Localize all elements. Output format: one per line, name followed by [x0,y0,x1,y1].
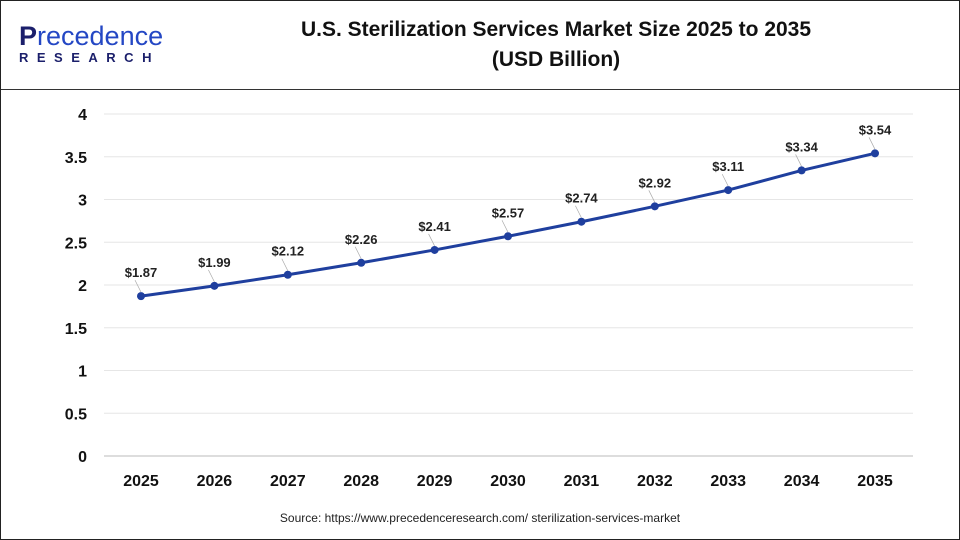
data-point [137,292,145,301]
y-tick-label: 0 [78,449,87,466]
x-tick-label: 2031 [564,473,600,490]
label-leader [575,205,582,218]
label-leader [648,190,656,203]
x-tick-label: 2026 [197,473,233,490]
source-note: Source: https://www.precedenceresearch.c… [279,511,681,525]
label-leader [868,137,876,150]
data-label: $2.92 [639,175,672,190]
x-tick-label: 2032 [637,473,673,490]
y-tick-label: 2 [78,278,87,295]
y-tick-label: 0.5 [65,406,87,423]
title-line-1: U.S. Sterilization Services Market Size … [300,18,812,41]
x-tick-label: 2030 [490,473,526,490]
y-tick-label: 3 [78,193,87,210]
x-tick-label: 2025 [123,473,159,490]
chart-title: U.S. Sterilization Services Market Size … [231,15,881,75]
label-leader [501,220,509,233]
precedence-research-logo: Precedence RESEARCH [19,21,164,66]
data-label: $2.74 [565,191,598,206]
logo-word: recedence [37,21,164,51]
data-point [430,245,439,254]
series-line [140,151,876,298]
y-tick-label: 1 [78,364,87,381]
y-tick-label: 1.5 [65,321,87,338]
y-tick-label: 2.5 [65,235,87,252]
label-leader [134,279,142,293]
logo-subword: RESEARCH [19,50,160,65]
data-point [210,281,219,290]
y-tick-label: 3.5 [65,150,87,167]
label-leader [428,233,435,247]
data-point [577,217,586,226]
data-label: $1.87 [125,265,158,280]
title-line-2: (USD Billion) [491,48,621,71]
x-tick-label: 2028 [343,473,379,490]
data-point [724,186,733,195]
data-label: $2.57 [492,205,525,220]
data-label: $3.54 [859,122,892,137]
data-label: $3.11 [712,159,744,174]
y-tick-label: 4 [78,107,87,124]
label-leader [208,269,215,283]
x-tick-label: 2027 [270,473,306,490]
x-tick-label: 2029 [417,473,453,490]
x-tick-label: 2035 [857,473,893,490]
label-leader [721,173,729,187]
label-leader [354,246,362,259]
data-point [650,202,659,211]
logo-initial: P [19,21,38,51]
data-label: $2.26 [345,232,378,247]
x-tick-label: 2034 [784,473,820,490]
data-point [283,270,292,279]
header-divider [1,89,959,90]
data-label: $1.99 [198,255,231,270]
x-tick-label: 2033 [710,473,746,490]
data-label: $2.12 [272,244,305,259]
data-point [871,149,879,158]
data-label: $3.34 [785,139,818,154]
data-point [797,166,806,175]
data-point [504,232,512,241]
data-point [357,258,366,267]
label-leader [281,258,289,271]
label-leader [795,154,802,167]
data-label: $2.41 [418,219,451,234]
